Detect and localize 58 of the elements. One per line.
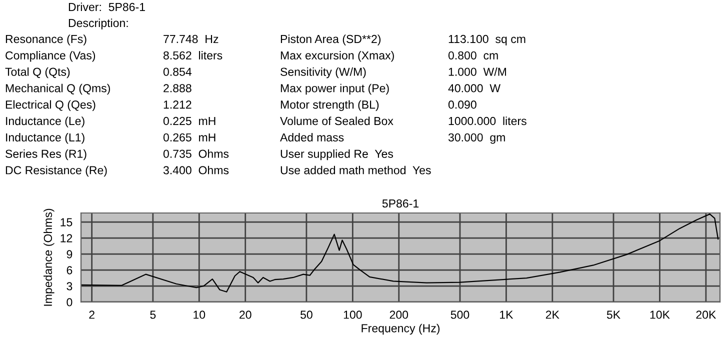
text: 8.562 liters [164, 51, 222, 60]
x-tick-label: 20K [696, 310, 716, 319]
y-tick-label: 6 [66, 266, 72, 274]
text: Max excursion (Xmax) [280, 51, 394, 62]
y-tick-label: 0 [66, 298, 72, 306]
y-tick-label: 3 [66, 282, 72, 290]
x-tick-label: 5 [150, 310, 156, 319]
text: 40.000 W [448, 84, 501, 92]
y-tick-label: 9 [66, 250, 72, 258]
x-tick-label: 100 [344, 310, 362, 319]
text: 0.735 Ohms [163, 149, 229, 158]
text: 1.000 W/M [448, 67, 506, 76]
text: 0.854 [163, 68, 192, 76]
text: Total Q (Qts) [5, 67, 70, 78]
x-tick-label: 2K [546, 310, 560, 319]
chart-title: 5P86-1 [382, 199, 419, 208]
text: DC Resistance (Re) [6, 166, 107, 177]
text: Series Res (R1) [6, 149, 86, 160]
text: Electrical Q (Qes) [6, 100, 96, 111]
y-axis-title: Impedance (Ohms) [44, 208, 54, 306]
text: Description: [68, 18, 128, 30]
x-axis-title: Frequency (Hz) [362, 324, 440, 335]
text: Piston Area (SD**2) [280, 34, 381, 46]
text: 113.100 sq cm [448, 34, 526, 46]
text: Max power input (Pe) [280, 84, 389, 95]
text: Use added math method Yes [280, 166, 431, 174]
x-tick-label: 20 [240, 310, 252, 319]
text: Volume of Sealed Box [280, 116, 394, 126]
text: Resonance (Fs) [6, 34, 86, 46]
text: 30.000 gm [448, 133, 505, 144]
text: 2.888 [164, 84, 192, 92]
text: Compliance (Vas) [6, 51, 96, 62]
text: 0.090 [448, 100, 476, 109]
text: Driver: 5P86-1 [68, 2, 145, 12]
x-tick-label: 50 [300, 310, 312, 319]
x-tick-label: 1K [500, 310, 514, 319]
text: 0.225 mH [163, 116, 216, 126]
text: 77.748 Hz [164, 34, 218, 44]
x-tick-label: 5K [606, 310, 620, 319]
text: 3.400 Ohms [163, 166, 229, 174]
text: Sensitivity (W/M) [280, 67, 366, 78]
x-tick-label: 10K [650, 310, 670, 319]
x-tick-label: 2 [89, 310, 94, 319]
text: Inductance (L1) [6, 133, 84, 144]
text: 0.800 cm [448, 51, 498, 60]
x-tick-label: 200 [390, 310, 408, 319]
x-tick-label: 500 [450, 310, 470, 319]
text: Motor strength (BL) [280, 100, 379, 111]
y-tick-label: 12 [60, 234, 72, 242]
text: 1000.000 liters [448, 116, 526, 126]
text: Added mass [280, 133, 344, 142]
x-tick-label: 10 [194, 310, 206, 319]
text: 0.265 mH [163, 133, 216, 142]
y-tick-label: 15 [60, 218, 72, 226]
text: 1.212 [164, 100, 192, 109]
text: Mechanical Q (Qms) [6, 84, 110, 95]
text: Inductance (Le) [6, 116, 84, 128]
text: User supplied Re Yes [280, 149, 394, 160]
